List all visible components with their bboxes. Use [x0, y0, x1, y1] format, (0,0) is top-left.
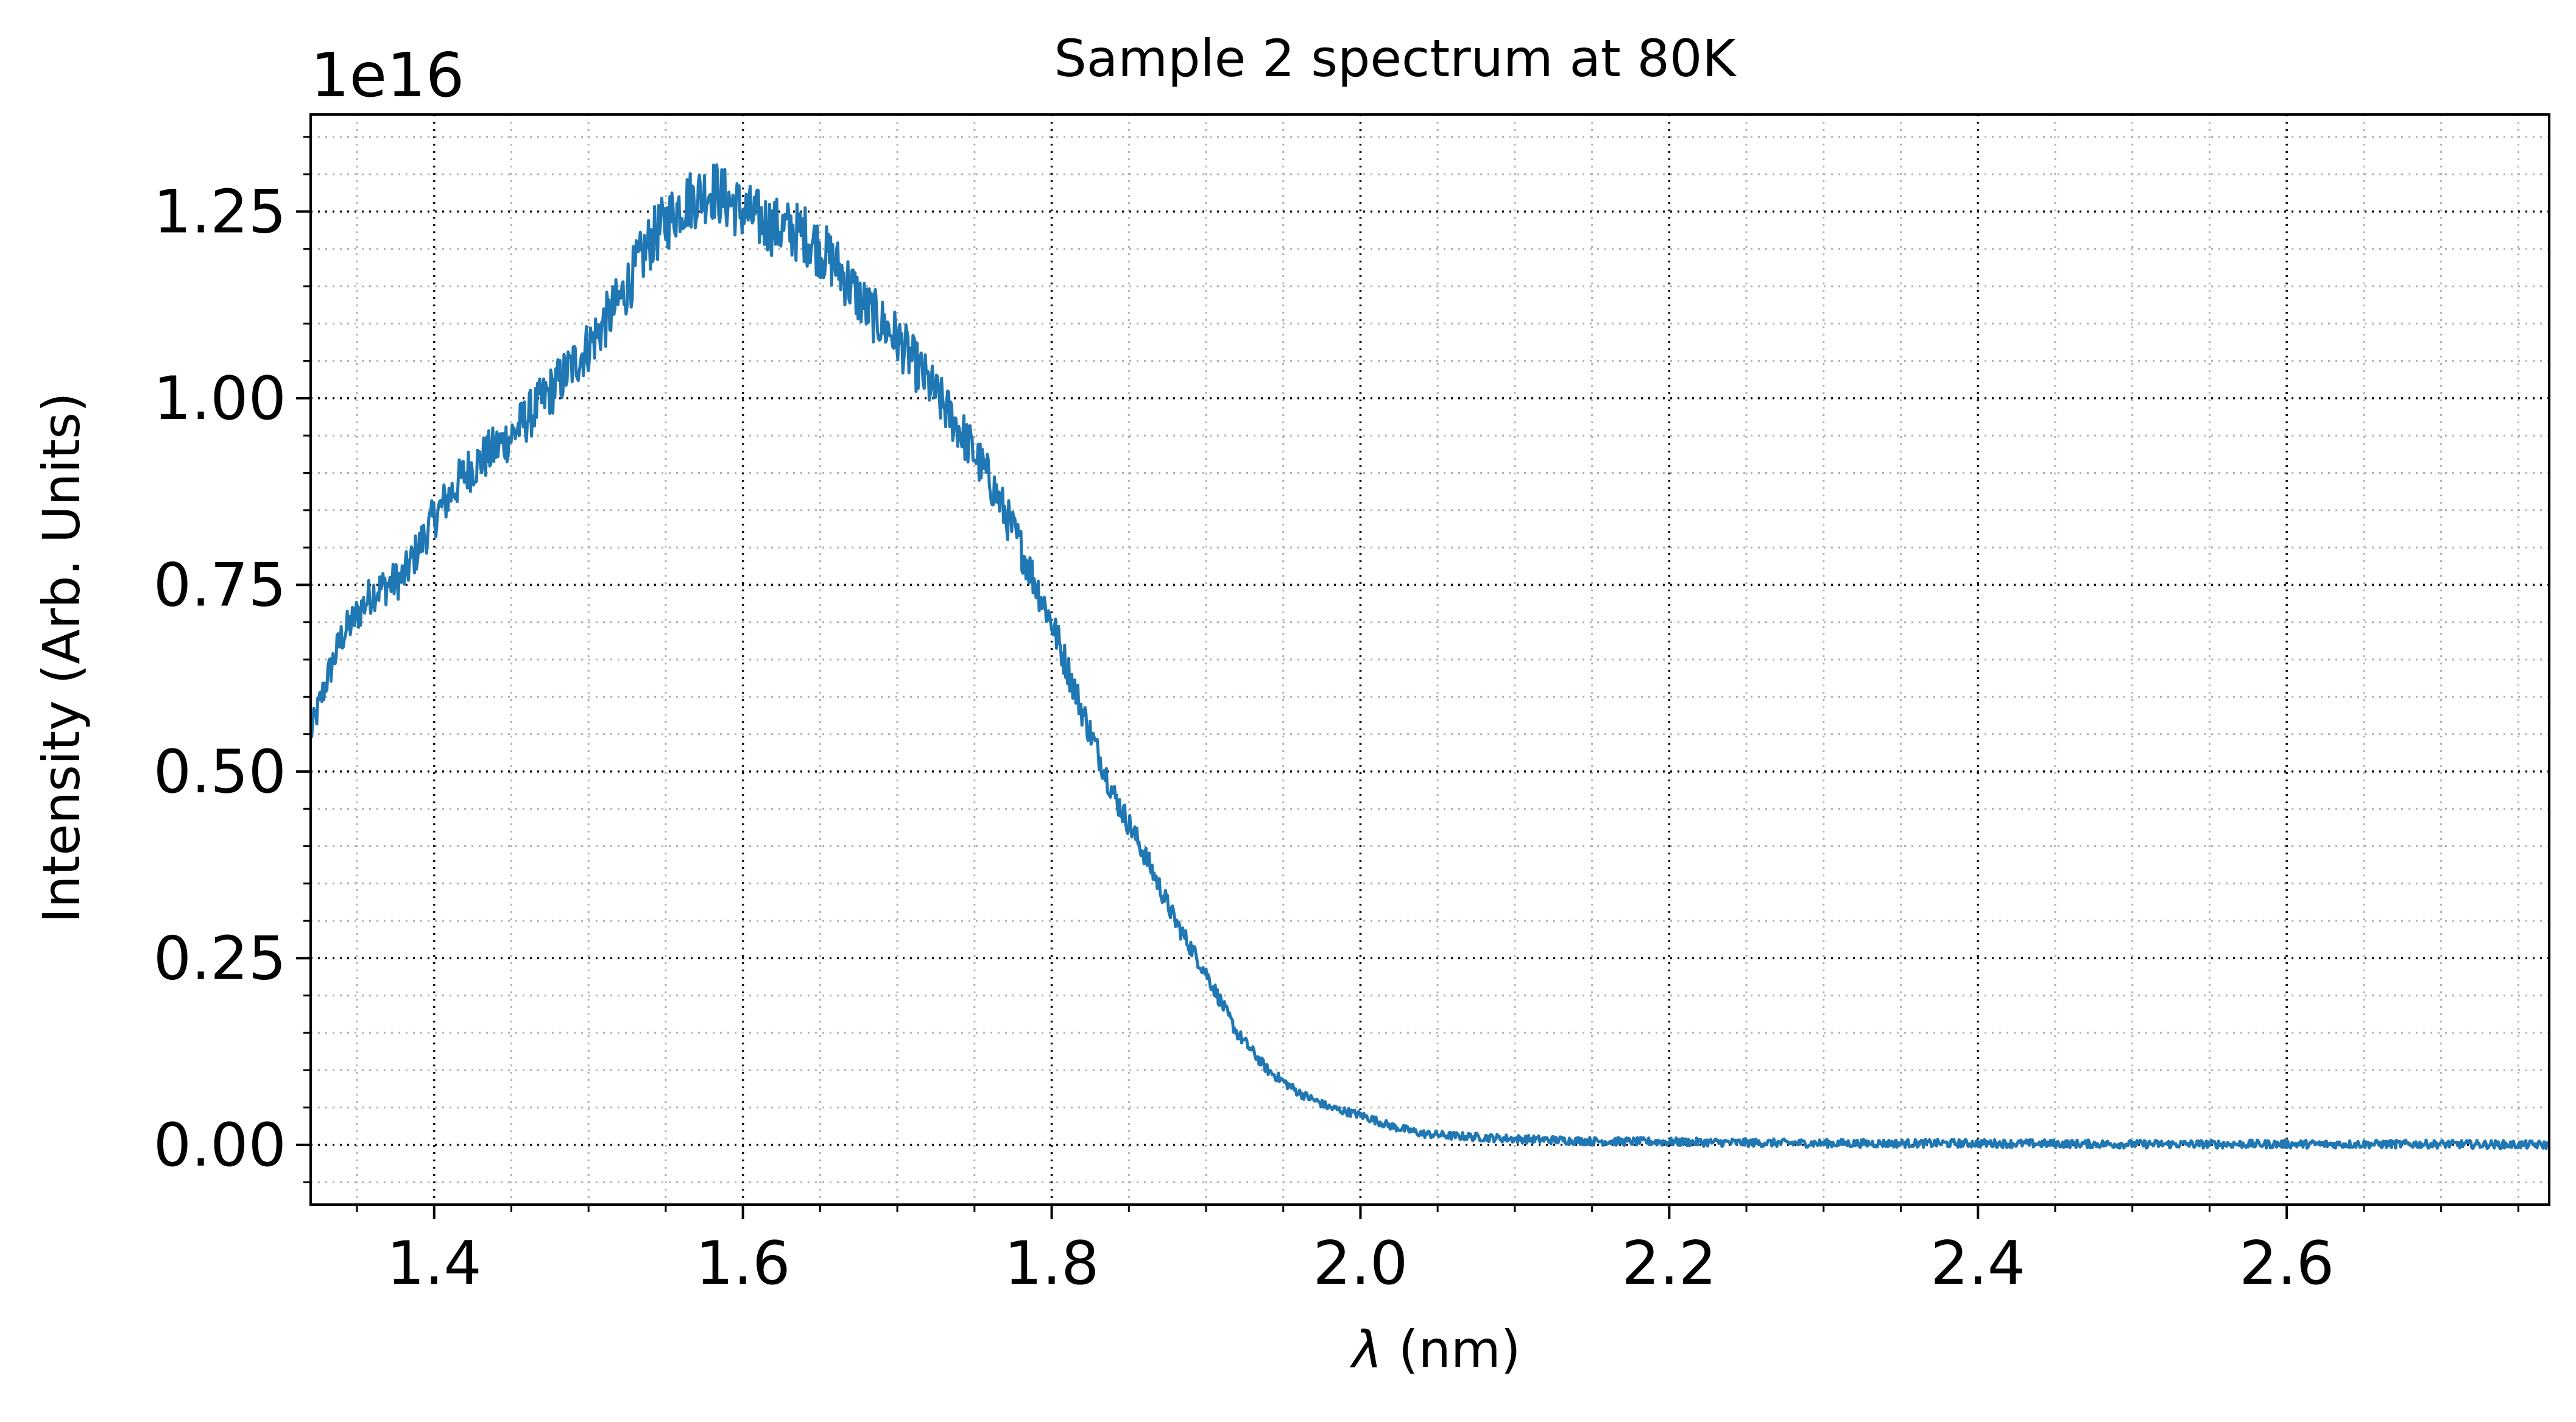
y-tick-label: 0.25	[154, 924, 286, 993]
x-tick-label: 2.6	[2239, 1229, 2334, 1298]
x-tick-label: 2.0	[1313, 1229, 1408, 1298]
y-offset-label: 1e16	[311, 40, 464, 111]
y-tick-label: 0.50	[154, 737, 286, 807]
spectrum-line	[311, 163, 2549, 1150]
y-tick-label: 1.25	[154, 177, 286, 247]
y-tick-label: 0.75	[154, 551, 286, 620]
x-axis-label-symbol: λ	[1349, 1320, 1382, 1379]
x-tick-label: 1.8	[1004, 1229, 1099, 1298]
x-tick-label: 1.6	[696, 1229, 791, 1298]
series-layer	[311, 163, 2549, 1150]
y-axis-label: Intensity (Arb. Units)	[32, 392, 91, 923]
x-tick-label: 2.2	[1621, 1229, 1717, 1298]
x-tick-label: 2.4	[1930, 1229, 2025, 1298]
x-axis-label: λ (nm)	[1349, 1320, 1520, 1379]
x-axis-label-unit: (nm)	[1382, 1320, 1520, 1379]
y-tick-label: 0.00	[154, 1111, 286, 1180]
axis-tick-labels: 1.4 1.6 1.8 2.0 2.2 2.4 2.6 0.00 0.25 0.50 0.75 1.0…	[154, 177, 2334, 1298]
major-grid	[311, 114, 2549, 1205]
axis-ticks	[296, 136, 2519, 1219]
chart-title: Sample 2 spectrum at 80K	[1054, 29, 1737, 88]
y-tick-label: 1.00	[154, 364, 286, 434]
x-tick-label: 1.4	[387, 1229, 482, 1298]
